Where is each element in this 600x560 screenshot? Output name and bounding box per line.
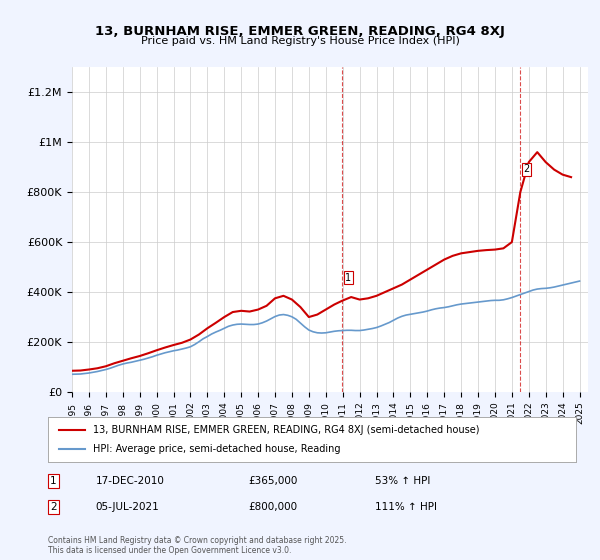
Text: 2: 2 <box>524 164 530 174</box>
Text: 1: 1 <box>50 476 56 486</box>
Text: 53% ↑ HPI: 53% ↑ HPI <box>376 476 431 486</box>
Text: 05-JUL-2021: 05-JUL-2021 <box>95 502 159 512</box>
Text: £800,000: £800,000 <box>248 502 298 512</box>
Text: 111% ↑ HPI: 111% ↑ HPI <box>376 502 437 512</box>
Text: 2: 2 <box>50 502 56 512</box>
Text: 17-DEC-2010: 17-DEC-2010 <box>95 476 164 486</box>
Text: 13, BURNHAM RISE, EMMER GREEN, READING, RG4 8XJ (semi-detached house): 13, BURNHAM RISE, EMMER GREEN, READING, … <box>93 424 479 435</box>
Text: 1: 1 <box>346 273 352 283</box>
Text: £365,000: £365,000 <box>248 476 298 486</box>
Text: 13, BURNHAM RISE, EMMER GREEN, READING, RG4 8XJ: 13, BURNHAM RISE, EMMER GREEN, READING, … <box>95 25 505 38</box>
Text: Contains HM Land Registry data © Crown copyright and database right 2025.
This d: Contains HM Land Registry data © Crown c… <box>48 535 347 555</box>
Text: HPI: Average price, semi-detached house, Reading: HPI: Average price, semi-detached house,… <box>93 445 340 455</box>
Text: Price paid vs. HM Land Registry's House Price Index (HPI): Price paid vs. HM Land Registry's House … <box>140 36 460 46</box>
